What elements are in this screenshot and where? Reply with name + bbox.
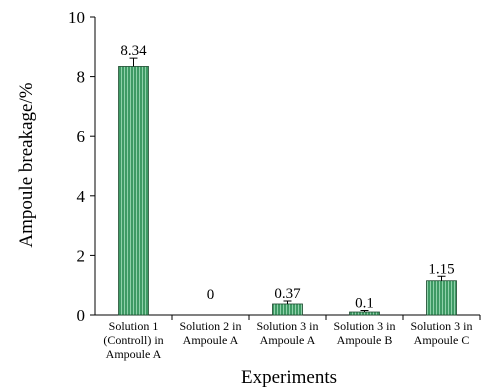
y-axis-title: Ampoule breakage/% xyxy=(16,82,37,247)
x-tick-label-line: Solution 3 in xyxy=(256,319,318,333)
x-tick-label-line: Solution 3 in xyxy=(410,319,472,333)
x-tick-label-line: Ampoule A xyxy=(183,333,239,347)
x-tick-label-line: Ampoule A xyxy=(260,333,316,347)
bar xyxy=(118,66,149,316)
x-tick-label-line: Ampoule C xyxy=(414,333,470,347)
x-tick-label-line: Solution 3 in xyxy=(333,319,395,333)
bar xyxy=(349,311,380,316)
value-label: 8.34 xyxy=(120,43,147,59)
x-tick-label: Solution 3 in Ampoule A xyxy=(256,319,318,347)
x-tick-label-line: Ampoule B xyxy=(337,333,393,347)
y-tick-label: 4 xyxy=(77,187,86,206)
value-label: 1.15 xyxy=(428,261,454,277)
y-tick-label: 6 xyxy=(77,127,86,146)
x-axis-title: Experiments xyxy=(241,367,337,388)
value-label: 0.1 xyxy=(355,296,374,312)
x-tick-label: Solution 2 in Ampoule A xyxy=(179,319,241,347)
bar xyxy=(426,280,457,316)
value-label: 0 xyxy=(207,287,215,303)
x-tick-label-line: Solution 1 xyxy=(109,319,159,333)
bar xyxy=(272,303,303,316)
value-label: 0.37 xyxy=(274,286,301,302)
x-tick-label-line: Ampoule A xyxy=(106,347,162,361)
y-tick-label: 10 xyxy=(68,8,85,27)
x-tick-label-line: Solution 2 in xyxy=(179,319,241,333)
x-tick-label-line: (Controll) in xyxy=(103,333,163,347)
y-tick-label: 2 xyxy=(77,246,86,265)
x-tick-label: Solution 3 in Ampoule C xyxy=(410,319,472,347)
x-tick-label: Solution 3 in Ampoule B xyxy=(333,319,395,347)
y-tick-label: 0 xyxy=(77,306,86,325)
y-tick-label: 8 xyxy=(77,68,86,87)
x-tick-label: Solution 1 (Controll) in Ampoule A xyxy=(103,319,163,361)
